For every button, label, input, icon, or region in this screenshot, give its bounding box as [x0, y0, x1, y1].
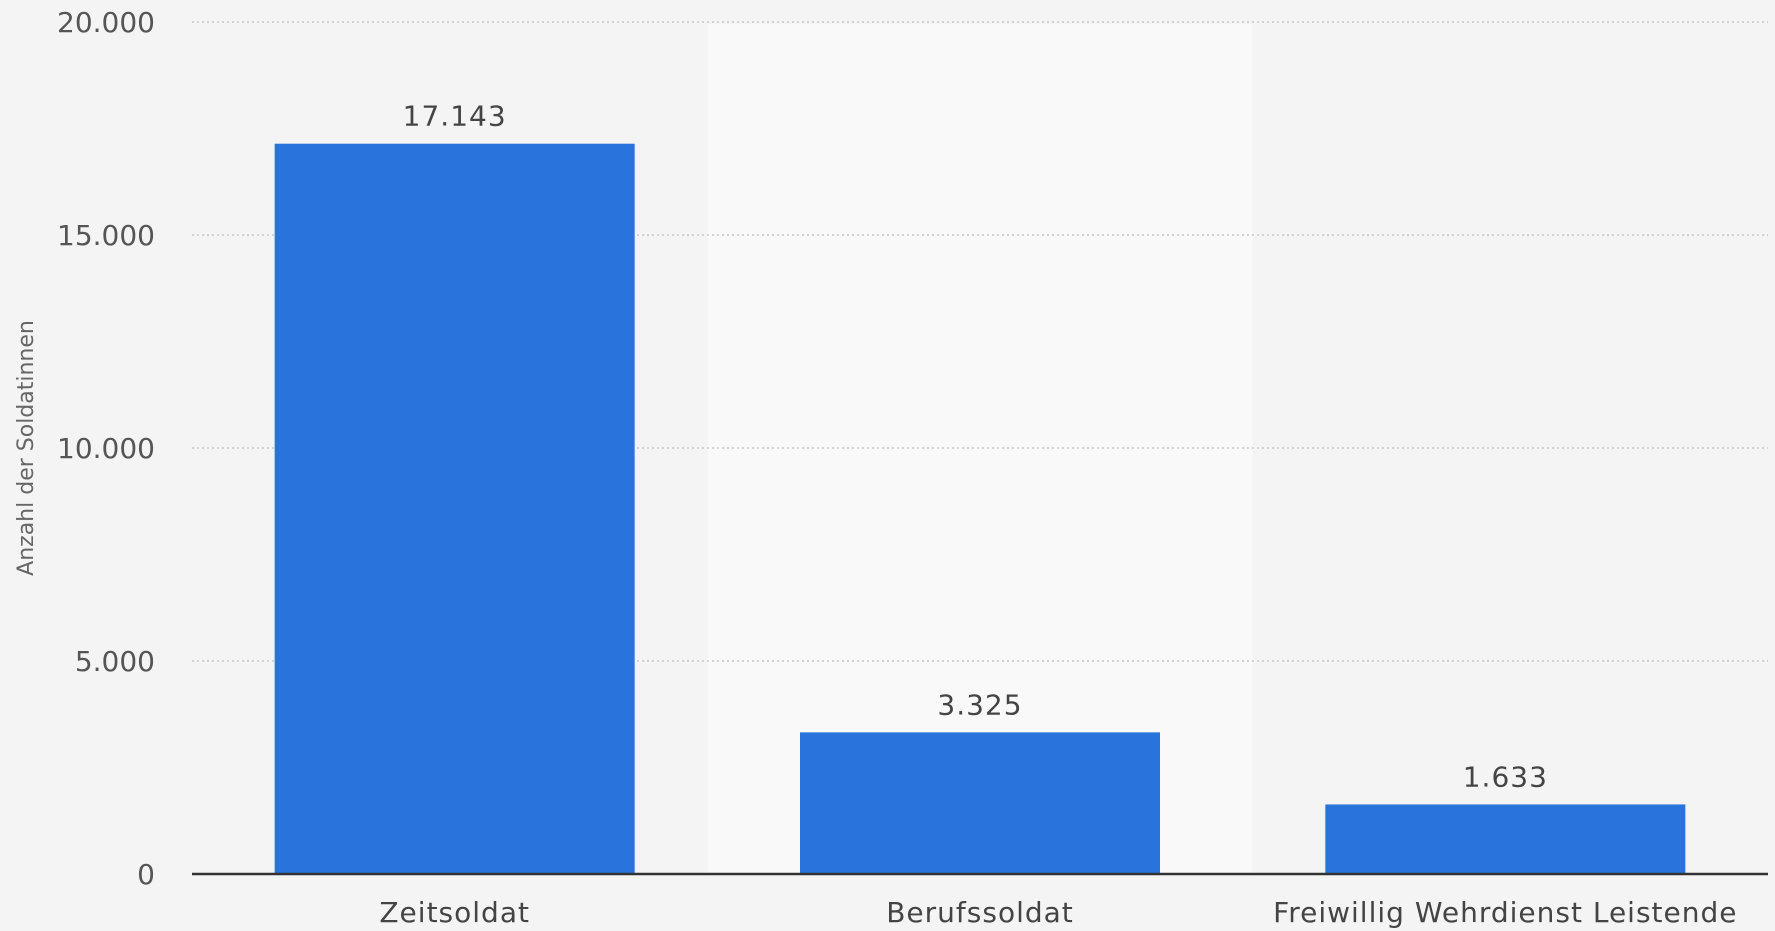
x-tick-label: Zeitsoldat	[379, 896, 530, 929]
y-tick-label: 10.000	[57, 432, 155, 465]
value-label-layer: 17.143 3.325 1.633	[403, 100, 1548, 794]
y-tick-label: 20.000	[57, 6, 155, 39]
y-tick-label: 15.000	[57, 219, 155, 252]
bar-2[interactable]	[800, 732, 1160, 874]
data-label: 3.325	[937, 688, 1022, 721]
bar-layer	[274, 143, 1686, 875]
y-tick-label: 5.000	[75, 645, 155, 678]
data-label: 17.143	[403, 100, 507, 133]
y-axis-title: Anzahl der Soldatinnen	[14, 320, 39, 576]
category-band-layer	[707, 24, 1253, 874]
category-band-2	[707, 24, 1253, 874]
y-tick-label: 0	[137, 858, 155, 891]
bar-1[interactable]	[274, 143, 635, 875]
y-tick-label-layer: 0 5.000 10.000 15.000 20.000	[57, 6, 155, 891]
x-tick-label: Freiwillig Wehrdienst Leistende	[1273, 896, 1737, 929]
bar-3[interactable]	[1325, 804, 1686, 874]
category-label-layer: Zeitsoldat Berufssoldat Freiwillig Wehrdie…	[379, 896, 1737, 929]
data-label: 1.633	[1463, 760, 1548, 793]
x-tick-label: Berufssoldat	[886, 896, 1074, 929]
